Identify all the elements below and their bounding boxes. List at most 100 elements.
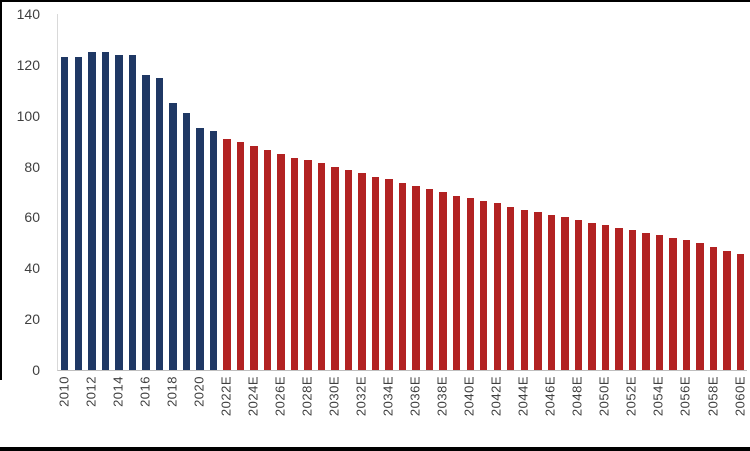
bar-slot-2040E	[463, 14, 477, 370]
x-slot-2013	[98, 374, 112, 446]
bar-2018	[169, 103, 177, 370]
x-slot-2050E: 2050E	[597, 374, 612, 446]
bar-slot-2042E	[491, 14, 505, 370]
x-tick-label-2020: 2020	[191, 376, 207, 407]
x-slot-2037E	[422, 374, 436, 446]
bar-2032E	[358, 172, 366, 370]
y-axis: 0 20 40 60 80 100 120 140	[0, 6, 46, 378]
bar-slot-2013	[99, 14, 113, 370]
bar-slot-2028E	[301, 14, 315, 370]
x-tick-label-2016: 2016	[137, 376, 153, 407]
y-tick-label-80: 80	[24, 158, 40, 175]
x-slot-2034E: 2034E	[380, 374, 396, 446]
bar-2056E	[682, 240, 691, 370]
bar-slot-2024E	[247, 14, 261, 370]
bar-2041E	[480, 200, 488, 370]
bar-2038E	[439, 192, 447, 370]
x-slot-2033E	[368, 374, 382, 446]
bar-2024E	[250, 146, 258, 370]
bar-slot-2029E	[315, 14, 329, 370]
bar-slot-2039E	[450, 14, 464, 370]
x-slot-2039E	[449, 374, 463, 446]
bar-2049E	[588, 222, 596, 370]
bar-slot-2044E	[518, 14, 532, 370]
x-slot-2043E	[503, 374, 517, 446]
x-slot-2020: 2020	[191, 374, 207, 446]
bar-slot-2027E	[288, 14, 302, 370]
bar-2031E	[344, 170, 353, 370]
x-slot-2028E: 2028E	[300, 374, 315, 446]
bar-slot-2052E	[626, 14, 640, 370]
bar-slot-2057E	[693, 14, 707, 370]
x-tick-label-2042E: 2042E	[488, 376, 504, 417]
y-tick-label-40: 40	[24, 260, 40, 277]
bar-2059E	[723, 250, 731, 370]
bar-slot-2043E	[504, 14, 518, 370]
bar-2036E	[412, 185, 420, 370]
bar-slot-2020	[193, 14, 207, 370]
bar-2013	[101, 52, 110, 370]
bar-slot-2060E	[734, 14, 748, 370]
bar-2054E	[655, 235, 664, 370]
x-slot-2042E: 2042E	[488, 374, 504, 446]
bar-slot-2036E	[409, 14, 423, 370]
bar-2052E	[628, 230, 637, 370]
bar-slot-2014	[112, 14, 126, 370]
bar-slot-2059E	[720, 14, 734, 370]
x-slot-2023E	[233, 374, 247, 446]
y-tick-label-140: 140	[16, 6, 40, 22]
bar-2045E	[534, 212, 542, 370]
x-tick-label-2018: 2018	[164, 376, 180, 407]
bar-slot-2033E	[369, 14, 383, 370]
y-tick-label-100: 100	[16, 107, 40, 124]
x-tick-label-2060E: 2060E	[732, 376, 748, 417]
bar-slot-2058E	[707, 14, 721, 370]
bar-2044E	[520, 209, 528, 370]
bar-slot-2055E	[666, 14, 680, 370]
bar-slot-2035E	[396, 14, 410, 370]
bar-2017	[155, 77, 164, 370]
bar-slot-2012	[85, 14, 99, 370]
bar-2015	[128, 54, 137, 370]
x-slot-2024E: 2024E	[245, 374, 261, 446]
bar-slot-2015	[126, 14, 140, 370]
x-slot-2022E: 2022E	[218, 374, 233, 446]
x-tick-label-2058E: 2058E	[705, 376, 720, 417]
bar-slot-2018	[166, 14, 180, 370]
x-axis: 2010 2012 2014 2016 2018 2020 2022E 2024E 2026E 2…	[56, 374, 748, 446]
bar-slot-2010	[58, 14, 72, 370]
bar-slot-2048E	[572, 14, 586, 370]
bar-slot-2021	[207, 14, 221, 370]
x-slot-2052E: 2052E	[623, 374, 639, 446]
bar-slot-2025E	[261, 14, 275, 370]
bar-slot-2056E	[680, 14, 694, 370]
x-slot-2021	[206, 374, 220, 446]
bar-2019	[182, 113, 191, 370]
x-slot-2017	[152, 374, 166, 446]
x-tick-label-2034E: 2034E	[380, 376, 396, 417]
x-slot-2016: 2016	[137, 374, 153, 446]
x-tick-label-2040E: 2040E	[461, 376, 477, 417]
bar-2039E	[453, 195, 461, 370]
bar-slot-2032E	[355, 14, 369, 370]
bar-2020	[196, 128, 204, 370]
plot-area	[57, 14, 747, 371]
bar-2012	[88, 52, 96, 370]
bar-2037E	[425, 189, 434, 370]
x-slot-2015	[125, 374, 139, 446]
bar-2033E	[371, 176, 380, 370]
x-tick-label-2024E: 2024E	[245, 376, 261, 417]
x-tick-label-2052E: 2052E	[623, 376, 639, 417]
bar-2053E	[642, 232, 650, 370]
bar-slot-2047E	[558, 14, 572, 370]
bar-slot-2011	[72, 14, 86, 370]
x-slot-2025E	[260, 374, 274, 446]
bar-2011	[74, 57, 82, 370]
bar-2048E	[574, 219, 583, 370]
x-tick-label-2032E: 2032E	[353, 376, 369, 417]
bar-2021	[209, 130, 218, 370]
x-slot-2032E: 2032E	[353, 374, 369, 446]
x-slot-2048E: 2048E	[570, 374, 585, 446]
x-slot-2056E: 2056E	[678, 374, 693, 446]
